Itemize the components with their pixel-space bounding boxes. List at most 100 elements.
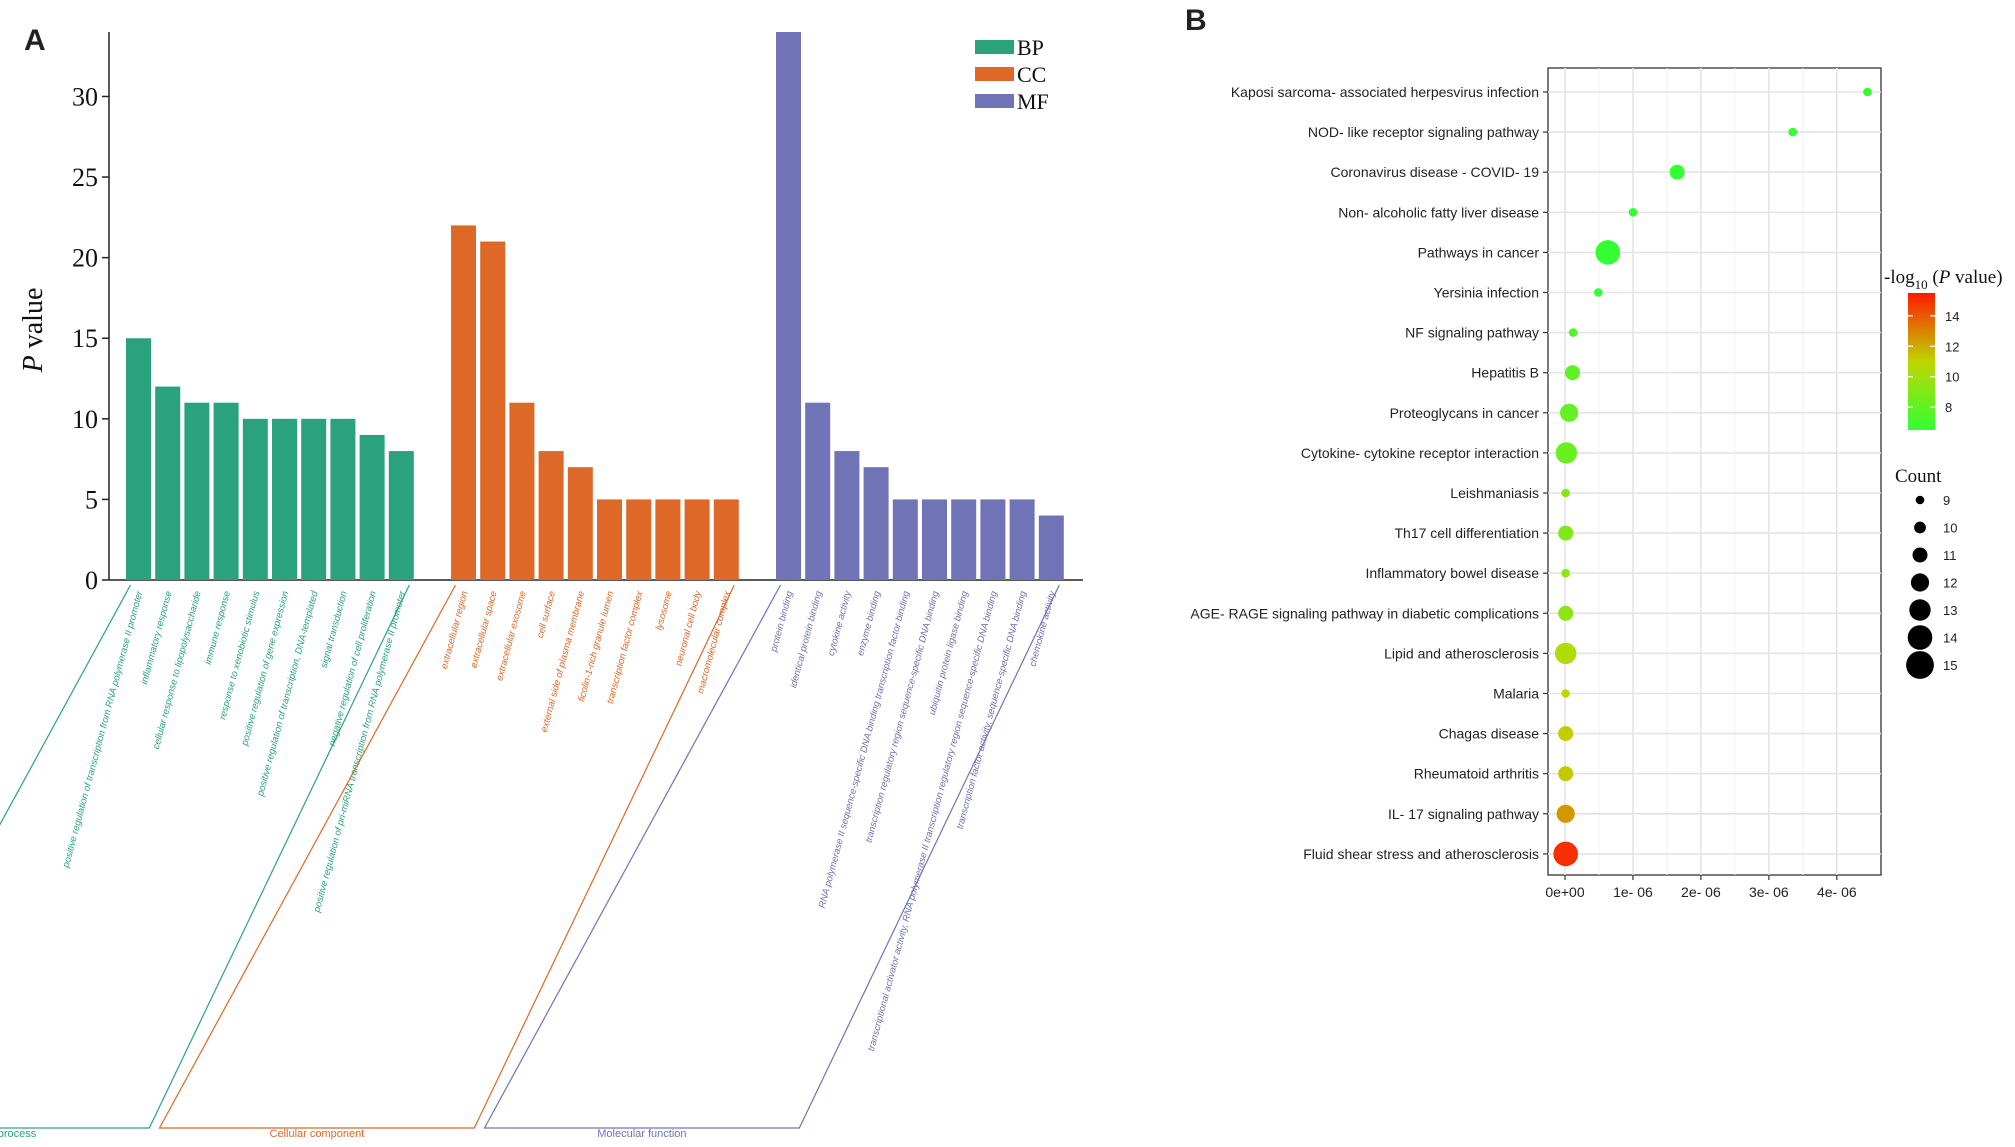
legend-label: BP [1017, 35, 1044, 60]
x-tick-label: lysosome [654, 590, 675, 632]
bar-mf [834, 451, 860, 580]
data-point [1568, 328, 1578, 337]
data-point [1558, 766, 1574, 782]
data-point [1553, 841, 1578, 867]
y-tick-label: Lipid and atherosclerosis [1384, 645, 1539, 661]
data-point [1559, 403, 1579, 422]
y-tick-label: NOD- like receptor signaling pathway [1308, 124, 1539, 140]
color-tick-label: 10 [1945, 370, 1959, 385]
kegg-dot-plot: Kaposi sarcoma- associated herpesvirus i… [1190, 67, 2003, 900]
y-axis-label: P value [18, 288, 49, 374]
bar-cc [655, 499, 681, 580]
x-tick-label: neuronal cell body [673, 589, 704, 668]
bar-bp [301, 418, 327, 580]
y-tick-label: NF signaling pathway [1405, 325, 1539, 341]
x-tick-label: 4e- 06 [1817, 884, 1857, 900]
y-tick-label: Pathways in cancer [1418, 244, 1540, 260]
bar-bp [155, 386, 181, 580]
go-bar-chart: 0 5 10 15 20 25 30 positive regulation of tran… [0, 32, 1083, 1140]
bar-mf [805, 402, 831, 580]
y-tick-label: IL- 17 signaling pathway [1388, 806, 1539, 822]
y-tick-label: Malaria [1493, 686, 1539, 702]
bar-cc [626, 499, 652, 580]
y-tick-label: Th17 cell differentiation [1395, 525, 1540, 541]
data-point [1788, 127, 1797, 137]
x-tick-label: positive regulation of transcription, DN… [255, 589, 321, 798]
data-point [1554, 642, 1577, 665]
bar-mf [951, 499, 977, 580]
bar-mf [922, 499, 947, 580]
size-legend-label: 15 [1943, 658, 1957, 673]
y-tick-label: Non- alcoholic fatty liver disease [1338, 204, 1539, 220]
group-bracket [0, 584, 410, 1129]
x-tick-label: enzyme binding [855, 589, 883, 657]
y-tick-label: Kaposi sarcoma- associated herpesvirus i… [1231, 84, 1539, 100]
bar-bp [330, 418, 356, 580]
size-legend-label: 12 [1943, 576, 1957, 591]
y-tick-label: 0 [85, 566, 98, 595]
points [1553, 87, 1872, 867]
bar-cc [713, 499, 739, 580]
y-tick-label: Coronavirus disease - COVID- 19 [1330, 164, 1539, 180]
y-tick-label: Rheumatoid arthritis [1414, 766, 1539, 782]
bar-bp [213, 402, 239, 580]
bar-mf [863, 467, 889, 580]
y-tick-label: Cytokine- cytokine receptor interaction [1301, 445, 1539, 461]
y-tick-label: AGE- RAGE signaling pathway in diabetic … [1190, 605, 1539, 621]
size-legend-label: 9 [1943, 493, 1950, 508]
group-name: Cellular component [270, 1128, 365, 1140]
y-tick-label: Hepatitis B [1471, 365, 1539, 381]
y-tick-label: Chagas disease [1439, 726, 1540, 742]
y-tick-label: Yersinia infection [1434, 285, 1539, 301]
size-legend-dot [1907, 625, 1933, 650]
data-point [1593, 288, 1603, 297]
size-legend-dot [1910, 573, 1930, 592]
x-tick-label: 3e- 06 [1749, 884, 1789, 900]
panel-a-label: A [24, 24, 46, 57]
bar-mf [1009, 499, 1035, 580]
data-point [1595, 240, 1621, 265]
data-point [1558, 605, 1574, 621]
size-legend: Count 9 10 11 12 13 14 15 [1895, 466, 1957, 679]
data-point [1863, 87, 1872, 97]
x-tick-label: extracellular space [468, 590, 499, 669]
group-bracket [158, 584, 735, 1129]
bar-bp [388, 451, 414, 580]
color-legend-title: -log10 (P value) [1884, 267, 2003, 292]
x-axis: 0e+00 1e- 06 2e- 06 3e- 06 4e- 06 [1545, 875, 1857, 900]
legend-swatch [975, 67, 1014, 81]
data-point [1561, 689, 1570, 698]
size-legend-dot [1915, 495, 1925, 505]
data-point [1556, 804, 1575, 823]
x-tick-label: 2e- 06 [1681, 884, 1721, 900]
legend-swatch [975, 40, 1014, 54]
bar-mf [776, 32, 801, 580]
data-point [1558, 525, 1574, 541]
group-name: Molecular function [597, 1128, 686, 1140]
bars [126, 32, 1064, 581]
y-tick-label: Fluid shear stress and atherosclerosis [1303, 846, 1539, 862]
plot-panel [1547, 67, 1882, 876]
size-legend-label: 13 [1943, 603, 1957, 618]
x-tick-label: inflammatory response [139, 590, 175, 686]
x-tick-label: positive regulation of transcription fro… [61, 589, 146, 870]
x-tick-label: immune response [203, 590, 233, 666]
bar-cc [480, 241, 506, 580]
bar-bp [272, 418, 297, 580]
legend-swatch [975, 94, 1014, 108]
bar-mf [892, 499, 918, 580]
bar-bp [242, 418, 268, 580]
data-point [1564, 365, 1580, 381]
panel-b-label: B [1185, 4, 1207, 37]
y-axis: 0 5 10 15 20 25 30 [72, 32, 1083, 595]
bar-cc [684, 499, 710, 580]
bar-bp [359, 434, 385, 580]
y-tick-label: Proteoglycans in cancer [1390, 405, 1540, 421]
size-legend-title: Count [1895, 466, 1942, 487]
bar-cc [538, 451, 564, 580]
y-tick-label: 10 [72, 405, 98, 434]
bar-bp [126, 338, 151, 580]
x-tick-label: extracellular region [439, 590, 470, 670]
y-tick-label: 25 [72, 163, 98, 192]
